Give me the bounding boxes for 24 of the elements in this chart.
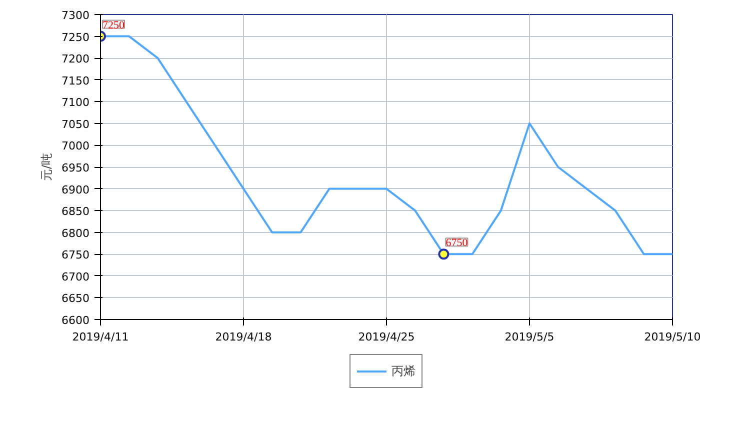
y-tick-label: 6800 bbox=[62, 226, 90, 240]
y-tick-label: 6850 bbox=[62, 205, 90, 218]
x-tick-label: 2019/4/18 bbox=[215, 330, 272, 344]
y-tick-label: 7100 bbox=[62, 96, 90, 110]
y-tick-label: 6900 bbox=[62, 183, 90, 196]
x-tick-label: 2019/5/10 bbox=[644, 330, 701, 344]
y-axis-title: 元/吨 bbox=[40, 152, 54, 182]
x-tick-label: 2019/5/5 bbox=[504, 330, 554, 344]
y-tick-label: 6950 bbox=[62, 162, 90, 174]
y-tick-label: 6750 bbox=[62, 248, 90, 262]
x-tick-label: 2019/4/25 bbox=[358, 330, 415, 344]
y-tick-label: 7250 bbox=[62, 30, 90, 44]
y-tick-label: 7200 bbox=[62, 52, 90, 66]
y-tick-label: 6600 bbox=[62, 314, 90, 327]
y-tick-label: 7300 bbox=[62, 9, 90, 22]
y-tick-label: 6700 bbox=[62, 270, 90, 284]
y-tick-label: 7150 bbox=[62, 74, 90, 88]
y-tick-label: 6650 bbox=[62, 292, 90, 306]
data-label: 7250 bbox=[102, 19, 125, 32]
y-tick-label: 7000 bbox=[62, 140, 90, 153]
data-label: 6750 bbox=[446, 237, 468, 250]
y-tick-label: 7050 bbox=[62, 118, 90, 131]
x-tick-label: 2019/4/11 bbox=[72, 330, 129, 344]
legend-label: 丙烯 bbox=[392, 362, 416, 380]
